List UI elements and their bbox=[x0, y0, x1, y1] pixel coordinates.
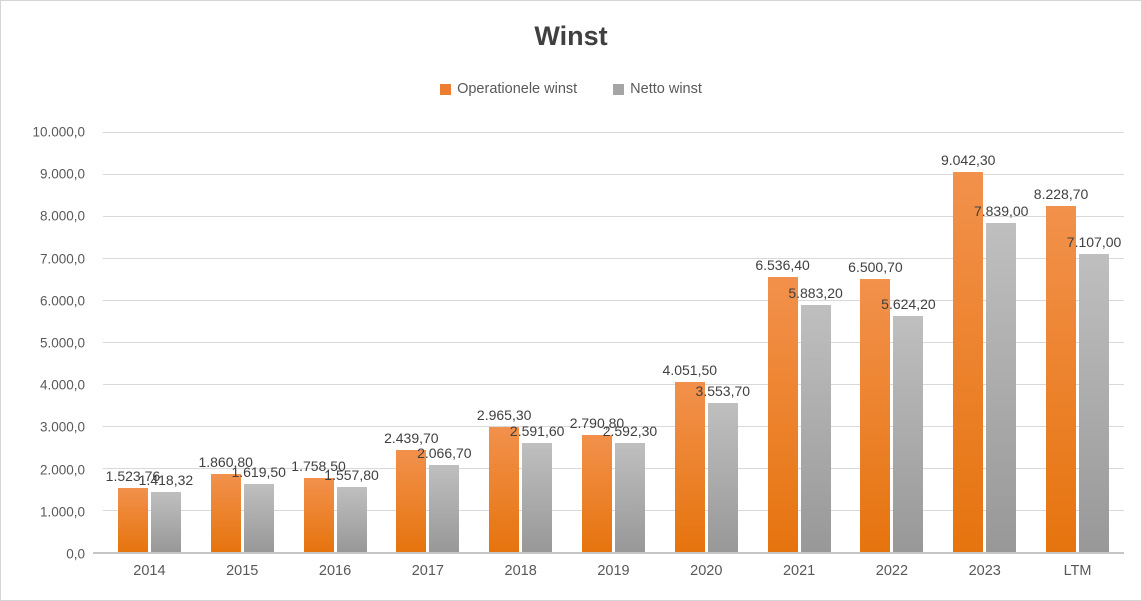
legend-swatch-icon bbox=[440, 83, 452, 95]
bar-group-2016: 1.758,50 1.557,80 bbox=[289, 132, 382, 552]
bar-group-2019: 2.790,80 2.592,30 bbox=[567, 132, 660, 552]
bar-value-label: 9.042,30 bbox=[940, 152, 996, 169]
chart-title: Winst bbox=[534, 21, 608, 51]
legend-label: Operationele winst bbox=[457, 81, 578, 97]
bar-operationele-winst-2020: 4.051,50 bbox=[663, 362, 717, 552]
gridline bbox=[103, 174, 1124, 175]
bar-groups: 1.523,76 1.418,32 1.860,80 1.619,50 1.758,50… bbox=[103, 132, 1124, 552]
legend-item: Operationele winst bbox=[440, 81, 577, 97]
bar-value-label: 8.228,70 bbox=[1033, 186, 1089, 203]
bar-netto-winst-2014: 1.418,32 bbox=[139, 472, 193, 552]
gridline bbox=[103, 426, 1124, 427]
axis-origin-tick bbox=[93, 552, 103, 554]
bar-group-2020: 4.051,50 3.553,70 bbox=[660, 132, 753, 552]
x-tick-label-ltm: LTM bbox=[1063, 563, 1092, 579]
bar-operationele-winst-2014: 1.523,76 bbox=[106, 468, 160, 552]
x-tick-label-2015: 2015 bbox=[226, 563, 259, 579]
y-tick-label: 6.000,0 bbox=[39, 293, 85, 309]
bar-operationele-winst-2023: 9.042,30 bbox=[941, 152, 995, 552]
y-tick-label: 5.000,0 bbox=[39, 335, 85, 351]
bar-operationele-winst-2018: 2.965,30 bbox=[477, 407, 531, 552]
bar-operationele-winst-2022: 6.500,70 bbox=[848, 259, 903, 552]
bar-value-label: 2.439,70 bbox=[384, 429, 439, 446]
y-tick-label: 9.000,0 bbox=[39, 166, 85, 182]
plot-area: 1.523,76 1.418,32 1.860,80 1.619,50 1.758,50… bbox=[93, 132, 1124, 554]
chart-legend: Operationele winst Netto winst bbox=[1, 81, 1141, 97]
x-tick-label-2019: 2019 bbox=[597, 563, 630, 579]
y-tick-label: 3.000,0 bbox=[39, 419, 85, 435]
bar-value-label: 6.536,40 bbox=[755, 257, 810, 274]
gridline bbox=[103, 258, 1124, 259]
bar-netto-winst-2020: 3.553,70 bbox=[696, 383, 750, 552]
x-tick-label-2017: 2017 bbox=[411, 563, 444, 579]
bar-operationele-winst-2019: 2.790,80 bbox=[570, 415, 624, 552]
y-tick-label: 8.000,0 bbox=[39, 208, 85, 224]
gridline bbox=[103, 510, 1124, 511]
bar-operationele-winst-ltm: 8.228,70 bbox=[1034, 186, 1088, 552]
x-tick-label-2022: 2022 bbox=[875, 563, 909, 579]
gridline bbox=[103, 132, 1124, 133]
bar-netto-winst-2023: 7.839,00 bbox=[974, 203, 1028, 552]
bar-group-ltm: 8.228,70 7.107,00 bbox=[1031, 132, 1124, 552]
bar-operationele-winst-2021: 6.536,40 bbox=[755, 257, 810, 552]
y-tick-label: 1.000,0 bbox=[39, 504, 85, 520]
legend-swatch-icon bbox=[613, 83, 625, 95]
bar-group-2015: 1.860,80 1.619,50 bbox=[196, 132, 289, 552]
bar-operationele-winst-2017: 2.439,70 bbox=[384, 430, 439, 552]
y-tick-label: 10.000,0 bbox=[32, 124, 85, 140]
x-tick-label-2021: 2021 bbox=[782, 563, 816, 579]
bar-netto-winst-2022: 5.624,20 bbox=[881, 296, 936, 552]
bar-operationele-winst-2015: 1.860,80 bbox=[198, 454, 253, 552]
bar-netto-winst-2018: 2.591,60 bbox=[510, 423, 564, 552]
bar-value-label: 2.965,30 bbox=[476, 407, 532, 424]
bar-netto-winst-2015: 1.619,50 bbox=[231, 464, 286, 552]
gridline bbox=[103, 468, 1124, 469]
gridline bbox=[103, 216, 1124, 217]
bar-group-2018: 2.965,30 2.591,60 bbox=[474, 132, 567, 552]
gridline bbox=[103, 342, 1124, 343]
y-axis: 10.000,0 9.000,0 8.000,0 7.000,0 6.000,0 5.00… bbox=[1, 125, 85, 562]
y-tick-label: 7.000,0 bbox=[39, 251, 85, 267]
bar-group-2017: 2.439,70 2.066,70 bbox=[381, 132, 474, 552]
bar-netto-winst-2017: 2.066,70 bbox=[417, 445, 472, 552]
bar-group-2023: 9.042,30 7.839,00 bbox=[938, 132, 1031, 552]
gridline bbox=[103, 384, 1124, 385]
x-tick-label-2020: 2020 bbox=[690, 563, 723, 579]
bar-group-2022: 6.500,70 5.624,20 bbox=[846, 132, 939, 552]
bar-value-label: 1.418,32 bbox=[138, 472, 194, 489]
bar-netto-winst-2016: 1.557,80 bbox=[324, 467, 379, 552]
x-axis: 2014 2015 2016 2017 2018 2019 2020 2021 2022 2023… bbox=[103, 563, 1124, 579]
bar-netto-winst-ltm: 7.107,00 bbox=[1067, 234, 1121, 552]
x-tick-label-2018: 2018 bbox=[504, 563, 537, 579]
y-tick-label: 4.000,0 bbox=[39, 377, 85, 393]
bar-value-label: 1.860,80 bbox=[198, 453, 253, 470]
x-tick-label-2023: 2023 bbox=[968, 563, 1001, 579]
bar-value-label: 1.758,50 bbox=[291, 458, 346, 475]
bar-value-label: 4.051,50 bbox=[662, 361, 718, 378]
gridline bbox=[103, 300, 1124, 301]
bar-value-label: 2.790,80 bbox=[569, 414, 625, 431]
bar-netto-winst-2021: 5.883,20 bbox=[788, 285, 843, 552]
bar-netto-winst-2019: 2.592,30 bbox=[603, 423, 657, 552]
bar-value-label: 6.500,70 bbox=[848, 258, 903, 275]
bar-group-2014: 1.523,76 1.418,32 bbox=[103, 132, 196, 552]
bar-operationele-winst-2016: 1.758,50 bbox=[291, 458, 346, 552]
bar-group-2021: 6.536,40 5.883,20 bbox=[753, 132, 846, 552]
legend-item: Netto winst bbox=[613, 81, 702, 97]
y-tick-label: 2.000,0 bbox=[39, 462, 85, 478]
legend-label: Netto winst bbox=[630, 81, 702, 97]
bar-value-label: 1.523,76 bbox=[105, 468, 161, 485]
x-tick-label-2016: 2016 bbox=[318, 563, 352, 579]
y-tick-label: 0,0 bbox=[66, 546, 85, 562]
x-tick-label-2014: 2014 bbox=[133, 563, 166, 579]
